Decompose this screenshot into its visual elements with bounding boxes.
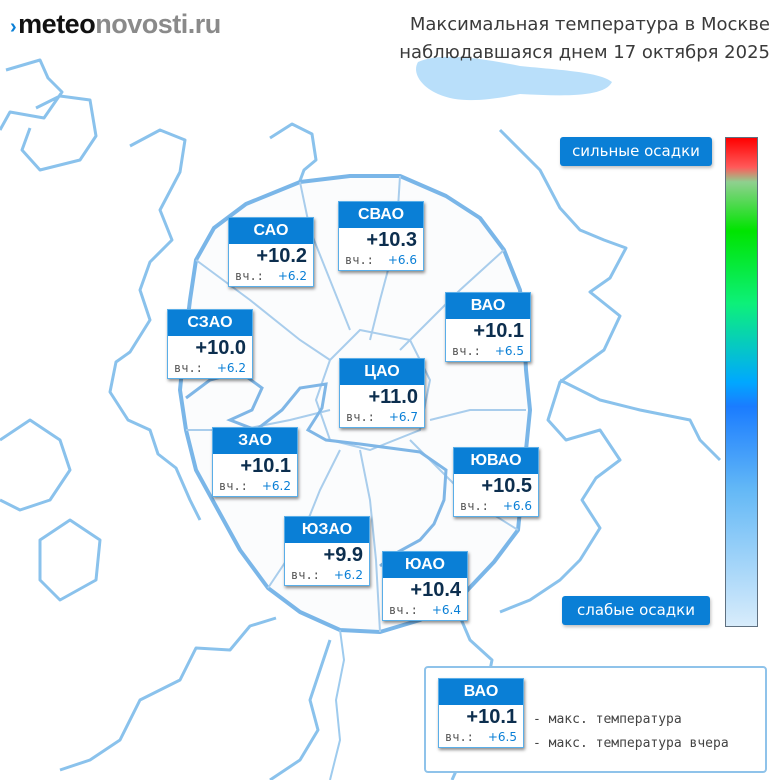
- district-card-cao[interactable]: ЦАО +11.0 вч.: +6.7: [339, 358, 425, 428]
- precip-strong-label: сильные осадки: [560, 137, 712, 166]
- legend-yesterday-desc: - макс. температура вчера: [533, 736, 729, 751]
- yesterday-label: вч.:: [219, 479, 248, 493]
- yesterday-label: вч.:: [291, 568, 320, 582]
- precipitation-cloud: [416, 56, 612, 101]
- district-card-zao[interactable]: ЗАО +10.1 вч.: +6.2: [212, 427, 298, 497]
- district-yesterday-temp: +6.5: [494, 344, 524, 358]
- district-max-temp: +10.2: [256, 245, 307, 267]
- legend-box: ВАО +10.1 вч.: +6.5 - макс. температура -…: [424, 666, 767, 773]
- road-south: [329, 629, 346, 780]
- district-name: СВАО: [339, 202, 423, 228]
- moskva-river: [185, 370, 448, 568]
- district-yesterday-temp: +6.5: [487, 730, 517, 744]
- district-card-vao[interactable]: ВАО +10.1 вч.: +6.5: [445, 292, 531, 362]
- district-yesterday-temp: +6.6: [502, 499, 532, 513]
- district-max-temp: +10.0: [195, 337, 246, 359]
- yesterday-label: вч.:: [445, 730, 474, 744]
- logo-text-novosti: novosti.ru: [95, 9, 221, 39]
- district-card-yuzao[interactable]: ЮЗАО +9.9 вч.: +6.2: [284, 516, 370, 586]
- district-name: ЮВАО: [454, 448, 538, 474]
- district-yesterday-temp: +6.4: [431, 603, 461, 617]
- district-name: СЗАО: [168, 310, 252, 336]
- district-yesterday-temp: +6.2: [216, 361, 246, 375]
- district-name: ЦАО: [340, 359, 424, 385]
- district-max-temp: +10.3: [366, 229, 417, 251]
- district-card-yuvao[interactable]: ЮВАО +10.5 вч.: +6.6: [453, 447, 539, 517]
- district-max-temp: +10.1: [240, 455, 291, 477]
- district-yesterday-temp: +6.7: [388, 410, 418, 424]
- district-name: ЮЗАО: [285, 517, 369, 543]
- district-name: ВАО: [446, 293, 530, 319]
- district-name: ЮАО: [383, 552, 467, 578]
- district-max-temp: +10.1: [466, 706, 517, 728]
- map-title: Максимальная температура в Москве наблюд…: [350, 11, 770, 67]
- legend-sample-card: ВАО +10.1 вч.: +6.5: [438, 678, 524, 748]
- district-name: ЗАО: [213, 428, 297, 454]
- logo-chevron-icon: ›: [10, 16, 17, 38]
- map-title-line1: Максимальная температура в Москве: [409, 14, 770, 35]
- district-name: ВАО: [439, 679, 523, 705]
- district-max-temp: +9.9: [323, 544, 363, 566]
- yesterday-label: вч.:: [174, 361, 203, 375]
- yesterday-label: вч.:: [452, 344, 481, 358]
- district-card-svao[interactable]: СВАО +10.3 вч.: +6.6: [338, 201, 424, 271]
- legend-max-desc: - макс. температура: [533, 712, 682, 727]
- district-yesterday-temp: +6.2: [333, 568, 363, 582]
- district-name: САО: [229, 218, 313, 244]
- district-max-temp: +11.0: [368, 386, 418, 408]
- district-max-temp: +10.1: [473, 320, 524, 342]
- district-card-yuao[interactable]: ЮАО +10.4 вч.: +6.4: [382, 551, 468, 621]
- yesterday-label: вч.:: [235, 269, 264, 283]
- district-yesterday-temp: +6.2: [261, 479, 291, 493]
- site-logo[interactable]: ›meteonovosti.ru: [10, 6, 221, 45]
- precip-weak-label: слабые осадки: [562, 596, 710, 625]
- yesterday-label: вч.:: [460, 499, 489, 513]
- district-yesterday-temp: +6.6: [387, 253, 417, 267]
- yesterday-label: вч.:: [346, 410, 375, 424]
- yesterday-label: вч.:: [389, 603, 418, 617]
- logo-text-meteo: meteo: [18, 9, 96, 39]
- yesterday-label: вч.:: [345, 253, 374, 267]
- district-yesterday-temp: +6.2: [277, 269, 307, 283]
- district-card-sao[interactable]: САО +10.2 вч.: +6.2: [228, 217, 314, 287]
- map-title-line2: наблюдавшаяся днем 17 октября 2025: [399, 42, 770, 63]
- region-outline: [0, 58, 722, 780]
- district-max-temp: +10.4: [410, 579, 461, 601]
- district-card-szao[interactable]: СЗАО +10.0 вч.: +6.2: [167, 309, 253, 379]
- district-max-temp: +10.5: [481, 475, 532, 497]
- precip-color-scale: [725, 137, 758, 627]
